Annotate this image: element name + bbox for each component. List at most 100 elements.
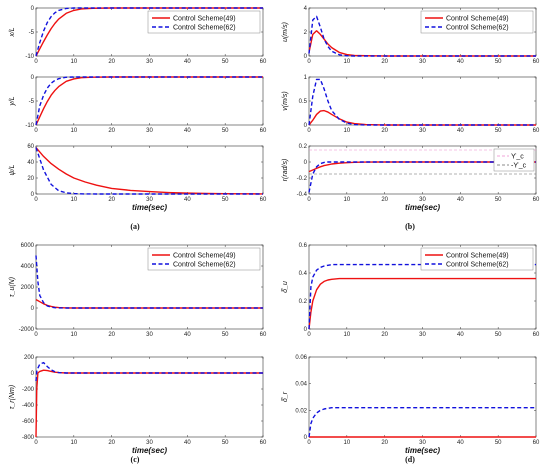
- plot-frame: [308, 356, 537, 438]
- x-tick-label: 40: [184, 332, 191, 338]
- y-tick-label: 0.06: [295, 355, 307, 361]
- x-tick-label: 60: [260, 197, 267, 203]
- y-tick-label: 0: [31, 75, 35, 81]
- x-tick-label: 30: [419, 440, 426, 446]
- x-tick-label: 10: [70, 440, 77, 446]
- y-tick-label: -5: [29, 30, 35, 36]
- bounds-legend: ϒ_c -ϒ_c: [493, 148, 535, 172]
- y-tick-label: 4000: [21, 264, 35, 270]
- y-tick-label: 60: [27, 144, 34, 150]
- y-tick-label: -600: [22, 419, 35, 425]
- legend-box: [420, 10, 534, 34]
- y-tick-label: 1: [304, 75, 308, 81]
- x-tick-label: 20: [108, 332, 115, 338]
- x-tick-label: 20: [381, 332, 388, 338]
- x-tick-label: 50: [222, 440, 229, 446]
- x-tick-label: 40: [457, 332, 464, 338]
- chart-tau_r: 0 10 20 30 40 50 60 -800 -600 -400 -200 0 200 τ_r(Nm)…: [9, 355, 267, 455]
- y-tick-label: 0: [31, 6, 35, 12]
- x-axis-label: time(sec): [132, 203, 167, 212]
- legend: Control Scheme(49) Control Scheme(62): [147, 10, 261, 34]
- series-line-2: [35, 361, 263, 382]
- legend-label-1: Control Scheme(49): [173, 16, 236, 23]
- legend: Control Scheme(49) Control Scheme(62): [147, 247, 261, 271]
- y-tick-label: 0: [304, 123, 308, 129]
- x-tick-label: 0: [34, 197, 38, 203]
- series-line-2: [308, 406, 536, 438]
- bounds-legend-box: [493, 148, 535, 172]
- series-line-2: [308, 161, 536, 193]
- chart-psi: 0 10 20 30 40 50 60 0 20 40 60 ψ/L time(sec): [9, 144, 267, 212]
- y-axis-label: δ̂_u: [282, 281, 289, 293]
- x-tick-label: 30: [146, 59, 153, 65]
- y-tick-label: -5: [29, 99, 35, 105]
- x-tick-label: 0: [34, 128, 38, 134]
- plot-frame: [35, 145, 264, 195]
- y-tick-label: 0: [304, 54, 308, 60]
- y-tick-label: 0: [304, 435, 308, 441]
- x-tick-label: 30: [419, 128, 426, 134]
- x-tick-label: 40: [457, 128, 464, 134]
- x-tick-label: 50: [495, 440, 502, 446]
- legend-box: [147, 247, 261, 271]
- x-tick-label: 60: [533, 59, 540, 65]
- x-tick-label: 60: [260, 440, 267, 446]
- x-axis-label: time(sec): [132, 446, 167, 455]
- plot-frame: [308, 76, 537, 126]
- x-tick-label: 10: [343, 197, 350, 203]
- legend-box: [147, 10, 261, 34]
- y-tick-label: 20: [27, 176, 34, 182]
- legend-label-2: Control Scheme(62): [446, 262, 509, 269]
- x-tick-label: 50: [495, 59, 502, 65]
- y-axis-label: y/L: [9, 96, 16, 106]
- y-axis-label: ψ/L: [9, 164, 16, 175]
- x-tick-label: 40: [184, 59, 191, 65]
- y-tick-label: 2: [304, 30, 308, 36]
- x-tick-label: 30: [419, 332, 426, 338]
- x-tick-label: 40: [457, 197, 464, 203]
- x-tick-label: 60: [260, 332, 267, 338]
- series-line-1: [308, 277, 536, 330]
- x-tick-label: 10: [343, 59, 350, 65]
- chart-delta_r: 0 10 20 30 40 50 60 0 0.02 0.04 0.06 δ̂_r time(sec): [282, 355, 540, 455]
- x-tick-label: 30: [419, 59, 426, 65]
- x-tick-label: 0: [34, 332, 38, 338]
- x-tick-label: 20: [381, 59, 388, 65]
- y-tick-label: -0.4: [297, 192, 308, 198]
- plot-frame: [35, 356, 264, 438]
- x-tick-label: 30: [146, 332, 153, 338]
- x-tick-label: 40: [457, 59, 464, 65]
- y-axis-label: u(m/s): [282, 22, 289, 42]
- series-line-2: [308, 78, 536, 126]
- x-tick-label: 50: [222, 197, 229, 203]
- series-line-2: [308, 263, 536, 330]
- chart-x: 0 10 20 30 40 50 60 -10 -5 0 x/L Control Scheme(49)…: [9, 6, 267, 65]
- legend-label-1: Control Scheme(49): [446, 253, 509, 260]
- x-tick-label: 30: [146, 128, 153, 134]
- panel-label-d: (d): [405, 455, 415, 464]
- x-tick-label: 10: [70, 59, 77, 65]
- panel-label-b: (b): [405, 222, 415, 231]
- y-axis-label: x/L: [9, 27, 16, 37]
- series-line-2: [35, 255, 263, 309]
- x-tick-label: 10: [343, 332, 350, 338]
- x-tick-label: 20: [381, 440, 388, 446]
- y-tick-label: 0.04: [295, 382, 307, 388]
- y-tick-label: -10: [25, 54, 34, 60]
- y-tick-label: -2000: [19, 327, 35, 333]
- x-tick-label: 50: [495, 197, 502, 203]
- legend-label-2: Control Scheme(62): [173, 25, 236, 32]
- x-tick-label: 60: [533, 332, 540, 338]
- x-tick-label: 10: [343, 128, 350, 134]
- x-tick-label: 0: [307, 128, 311, 134]
- chart-u: 0 10 20 30 40 50 60 0 2 4 u(m/s) Control Scheme(49)…: [282, 6, 540, 65]
- y-tick-label: 0: [31, 371, 35, 377]
- x-tick-label: 0: [307, 332, 311, 338]
- y-tick-label: 0: [304, 160, 308, 166]
- x-tick-label: 60: [260, 128, 267, 134]
- x-tick-label: 20: [381, 128, 388, 134]
- series-line-1: [35, 7, 263, 57]
- legend-label-2: Control Scheme(62): [446, 25, 509, 32]
